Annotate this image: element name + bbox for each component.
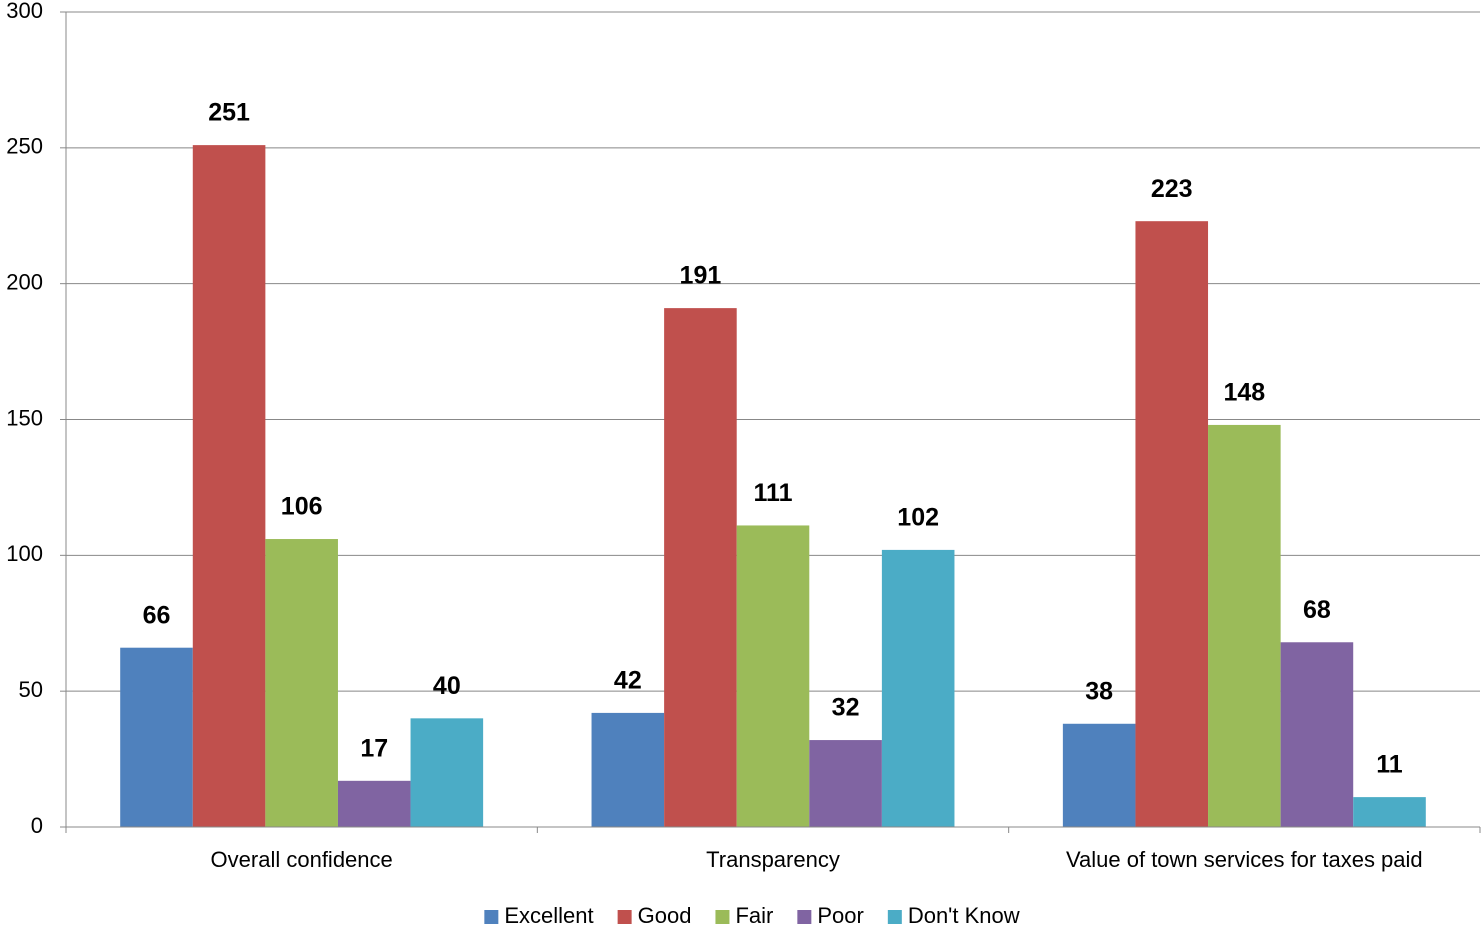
x-tick-label: Overall confidence <box>211 847 393 872</box>
value-label: 111 <box>754 479 793 507</box>
y-tick-label: 100 <box>6 541 43 566</box>
y-tick-label: 250 <box>6 134 43 159</box>
bar <box>1353 797 1426 827</box>
y-tick-label: 150 <box>6 405 43 430</box>
value-label: 191 <box>680 262 722 290</box>
y-tick-label: 300 <box>6 0 43 23</box>
bar <box>736 525 810 827</box>
bar <box>591 712 665 827</box>
value-label: 40 <box>433 672 461 700</box>
value-label: 38 <box>1085 677 1113 705</box>
bar <box>337 780 411 827</box>
bar <box>1062 723 1136 827</box>
value-label: 66 <box>143 601 171 629</box>
legend-swatch <box>617 910 632 924</box>
y-tick-label: 50 <box>19 677 43 702</box>
legend-label: Excellent <box>504 903 593 928</box>
bar <box>120 647 193 827</box>
legend-label: Fair <box>735 903 773 928</box>
bar <box>664 308 737 827</box>
legend-swatch <box>797 910 812 924</box>
legend-label: Poor <box>817 903 863 928</box>
value-label: 251 <box>208 99 250 127</box>
bar <box>192 145 266 827</box>
bar <box>1135 221 1209 827</box>
legend-swatch <box>715 910 730 924</box>
value-label: 102 <box>897 504 939 532</box>
value-label: 148 <box>1223 379 1265 407</box>
x-tick-label: Transparency <box>706 847 840 872</box>
legend-swatch <box>887 910 902 924</box>
value-label: 106 <box>281 493 323 521</box>
bar <box>881 549 955 827</box>
bar <box>1280 642 1354 827</box>
value-label: 68 <box>1303 596 1331 624</box>
bar <box>809 740 882 827</box>
bar <box>410 718 484 827</box>
bar <box>1208 424 1281 827</box>
value-label: 223 <box>1151 175 1193 203</box>
value-label: 32 <box>832 694 860 722</box>
value-label: 17 <box>360 734 388 762</box>
legend-swatch <box>484 910 499 924</box>
x-tick-label: Value of town services for taxes paid <box>1066 847 1423 872</box>
y-tick-label: 0 <box>31 813 43 838</box>
bar <box>265 539 338 827</box>
legend-label: Good <box>638 903 692 928</box>
value-label: 11 <box>1376 751 1403 779</box>
y-tick-label: 200 <box>6 269 43 294</box>
value-label: 42 <box>614 667 642 695</box>
legend-label: Don't Know <box>908 903 1020 928</box>
